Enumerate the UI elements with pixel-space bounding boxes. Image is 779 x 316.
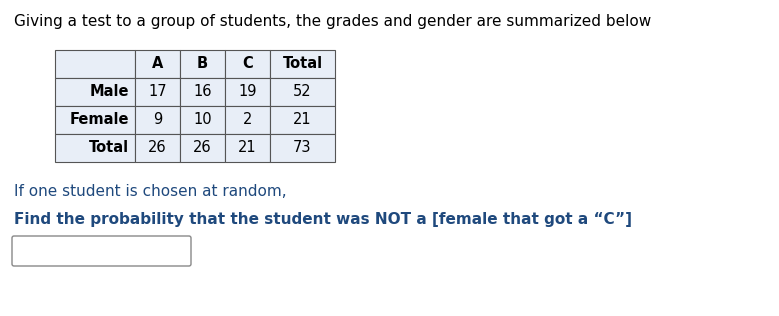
Text: 17: 17 [148, 84, 167, 100]
Bar [225, 134, 270, 162]
Text: Total: Total [89, 141, 129, 155]
Bar [270, 50, 335, 78]
Bar [270, 78, 335, 106]
Text: 9: 9 [153, 112, 162, 127]
Bar [55, 134, 135, 162]
Text: If one student is chosen at random,: If one student is chosen at random, [14, 184, 287, 199]
Bar [225, 106, 270, 134]
Bar [270, 106, 335, 134]
Text: Male: Male [90, 84, 129, 100]
Text: 26: 26 [148, 141, 167, 155]
Text: 16: 16 [193, 84, 212, 100]
Bar [225, 50, 270, 78]
Text: 52: 52 [293, 84, 312, 100]
Bar [55, 106, 135, 134]
Text: 19: 19 [238, 84, 257, 100]
Bar [180, 106, 225, 134]
Text: 10: 10 [193, 112, 212, 127]
Text: Total: Total [283, 57, 323, 71]
Text: 21: 21 [238, 141, 257, 155]
Bar [135, 78, 180, 106]
Bar [225, 78, 270, 106]
Text: B: B [197, 57, 208, 71]
Bar [135, 50, 180, 78]
Text: 2: 2 [243, 112, 252, 127]
Bar [180, 78, 225, 106]
Bar [270, 134, 335, 162]
Text: C: C [242, 57, 253, 71]
Text: 21: 21 [293, 112, 312, 127]
Text: 26: 26 [193, 141, 212, 155]
FancyBboxPatch shape [12, 236, 191, 266]
Bar [180, 134, 225, 162]
Bar [135, 134, 180, 162]
Bar [180, 50, 225, 78]
Text: Female: Female [69, 112, 129, 127]
Text: Giving a test to a group of students, the grades and gender are summarized below: Giving a test to a group of students, th… [14, 14, 651, 29]
Bar [135, 106, 180, 134]
Bar [55, 78, 135, 106]
Bar [55, 50, 135, 78]
Text: A: A [152, 57, 163, 71]
Text: Find the probability that the student was NOT a [female that got a “C”]: Find the probability that the student wa… [14, 212, 632, 227]
Text: 73: 73 [293, 141, 312, 155]
